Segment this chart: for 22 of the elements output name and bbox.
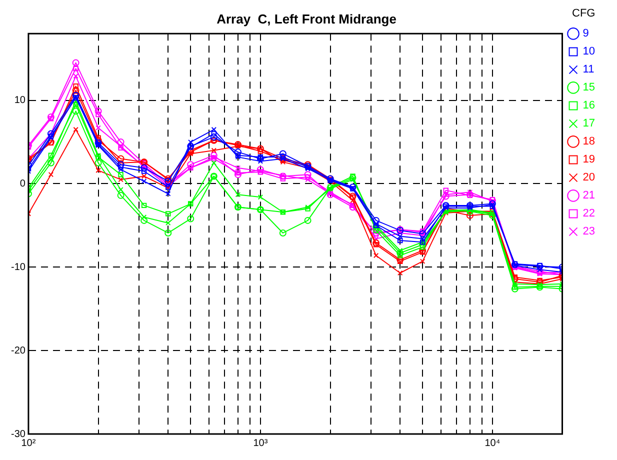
- y-tick-label: -10: [11, 262, 26, 273]
- y-tick-label: -30: [11, 428, 26, 440]
- x-tick-label: 10²: [21, 438, 36, 449]
- legend-label: 17: [582, 118, 596, 130]
- legend-label: 23: [582, 226, 596, 238]
- chart-title: Array C, Left Front Midrange: [216, 11, 396, 26]
- legend-label: 15: [582, 82, 596, 94]
- legend-label: 21: [582, 190, 596, 202]
- legend-label: 20: [582, 172, 596, 184]
- y-tick-label: 10: [14, 95, 26, 106]
- legend-label: 10: [582, 46, 596, 58]
- x-tick-label: 10³: [253, 438, 268, 449]
- y-tick-label: -20: [11, 345, 26, 356]
- y-tick-label: 0: [20, 178, 26, 190]
- legend-label: 22: [582, 208, 596, 220]
- legend-title: CFG: [572, 8, 596, 20]
- legend-label: 18: [582, 136, 596, 148]
- legend-label: 9: [582, 28, 589, 40]
- legend-label: 11: [582, 64, 594, 76]
- legend-label: 19: [582, 154, 596, 166]
- x-tick-label: 10⁴: [484, 438, 500, 449]
- legend-label: 16: [582, 100, 596, 112]
